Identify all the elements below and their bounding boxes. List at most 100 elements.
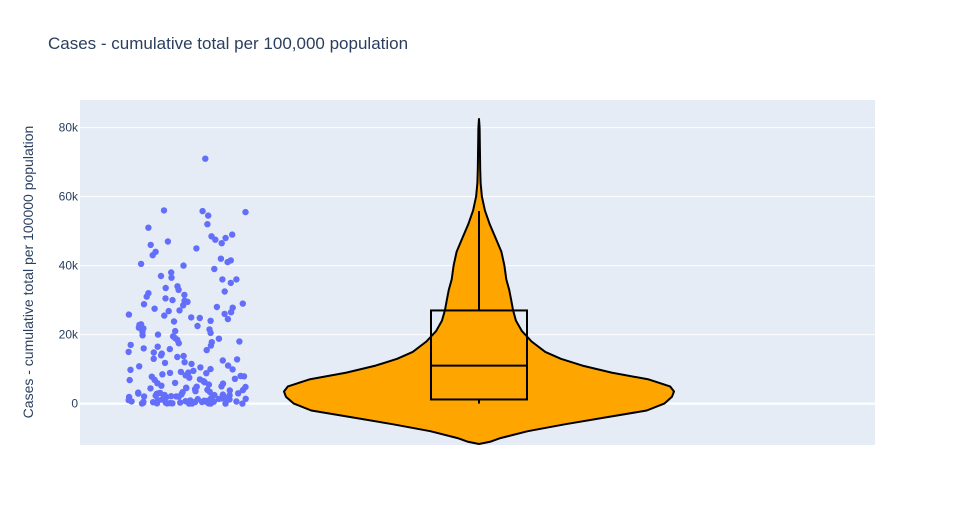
data-point	[172, 327, 179, 335]
data-point	[224, 362, 232, 369]
data-point	[169, 400, 176, 407]
data-point	[177, 368, 185, 376]
data-point	[125, 311, 133, 318]
data-point	[239, 400, 246, 407]
data-point	[140, 393, 148, 400]
data-point	[194, 322, 201, 330]
data-point	[161, 359, 169, 367]
data-point	[143, 293, 150, 300]
data-point	[239, 386, 247, 394]
data-point	[147, 385, 154, 392]
data-point	[168, 274, 175, 281]
data-point	[239, 300, 246, 307]
box-layer	[430, 211, 528, 404]
points-layer	[125, 155, 249, 407]
data-point	[218, 240, 225, 247]
data-point	[233, 356, 241, 363]
data-point	[217, 255, 225, 262]
data-point	[221, 310, 228, 318]
data-point	[181, 359, 188, 366]
data-point	[211, 265, 218, 273]
data-point	[207, 329, 214, 337]
y-tick-label: 60k	[59, 190, 79, 204]
data-point	[174, 353, 181, 361]
data-point	[156, 389, 164, 397]
data-point	[154, 331, 162, 338]
data-point	[212, 236, 219, 243]
data-point	[166, 369, 174, 377]
data-point	[198, 398, 206, 406]
data-point	[242, 395, 249, 402]
data-point	[197, 364, 204, 371]
data-point	[188, 360, 195, 368]
data-point	[221, 395, 228, 402]
data-point	[169, 296, 176, 304]
y-tick-label: 40k	[59, 259, 79, 273]
data-point	[147, 241, 154, 249]
chart-title: Cases - cumulative total per 100,000 pop…	[48, 34, 409, 53]
data-point	[140, 301, 148, 308]
data-point	[222, 400, 229, 407]
data-point	[233, 276, 240, 283]
data-point	[175, 286, 182, 293]
data-point	[186, 399, 194, 406]
data-point	[193, 245, 200, 252]
data-point	[154, 343, 161, 350]
data-point	[242, 208, 249, 216]
data-point	[166, 345, 173, 353]
data-point	[215, 395, 222, 403]
data-point	[221, 288, 228, 295]
data-point	[233, 398, 240, 405]
data-point	[224, 315, 232, 323]
data-point	[136, 363, 143, 370]
data-point	[229, 366, 236, 373]
data-point	[153, 400, 161, 407]
data-point	[157, 352, 165, 359]
data-point	[140, 345, 147, 352]
data-point	[183, 384, 190, 392]
data-point	[125, 348, 132, 356]
data-point	[154, 380, 161, 387]
data-point	[207, 396, 214, 403]
data-point	[196, 314, 203, 322]
data-point	[205, 212, 212, 219]
data-point	[177, 399, 184, 406]
data-point	[206, 388, 213, 396]
data-point	[127, 341, 134, 349]
data-point	[180, 262, 187, 269]
y-tick-label: 80k	[59, 121, 79, 135]
data-point	[151, 305, 158, 312]
data-point	[193, 383, 200, 390]
data-point	[135, 390, 142, 397]
data-point	[235, 390, 242, 397]
data-point	[226, 387, 233, 394]
y-tick-label: 0	[71, 397, 78, 411]
data-point	[127, 366, 134, 373]
data-point	[240, 373, 248, 380]
data-point	[180, 352, 187, 360]
y-tick-label: 20k	[59, 328, 79, 342]
data-point	[199, 207, 206, 215]
data-point	[158, 396, 166, 403]
data-point	[175, 393, 182, 400]
data-point	[159, 371, 166, 378]
data-point	[163, 400, 171, 407]
data-point	[157, 272, 165, 280]
data-point	[171, 379, 179, 387]
data-point	[137, 260, 145, 268]
data-point	[139, 332, 146, 339]
data-point	[167, 393, 175, 400]
data-point	[179, 389, 186, 396]
data-point	[165, 307, 172, 315]
data-point	[176, 307, 183, 314]
data-point	[128, 398, 135, 405]
data-point	[175, 340, 182, 347]
data-point	[207, 365, 214, 373]
data-point	[227, 279, 234, 287]
data-point	[207, 342, 215, 349]
data-point	[205, 381, 213, 388]
data-point	[160, 207, 168, 214]
data-point	[170, 318, 178, 325]
